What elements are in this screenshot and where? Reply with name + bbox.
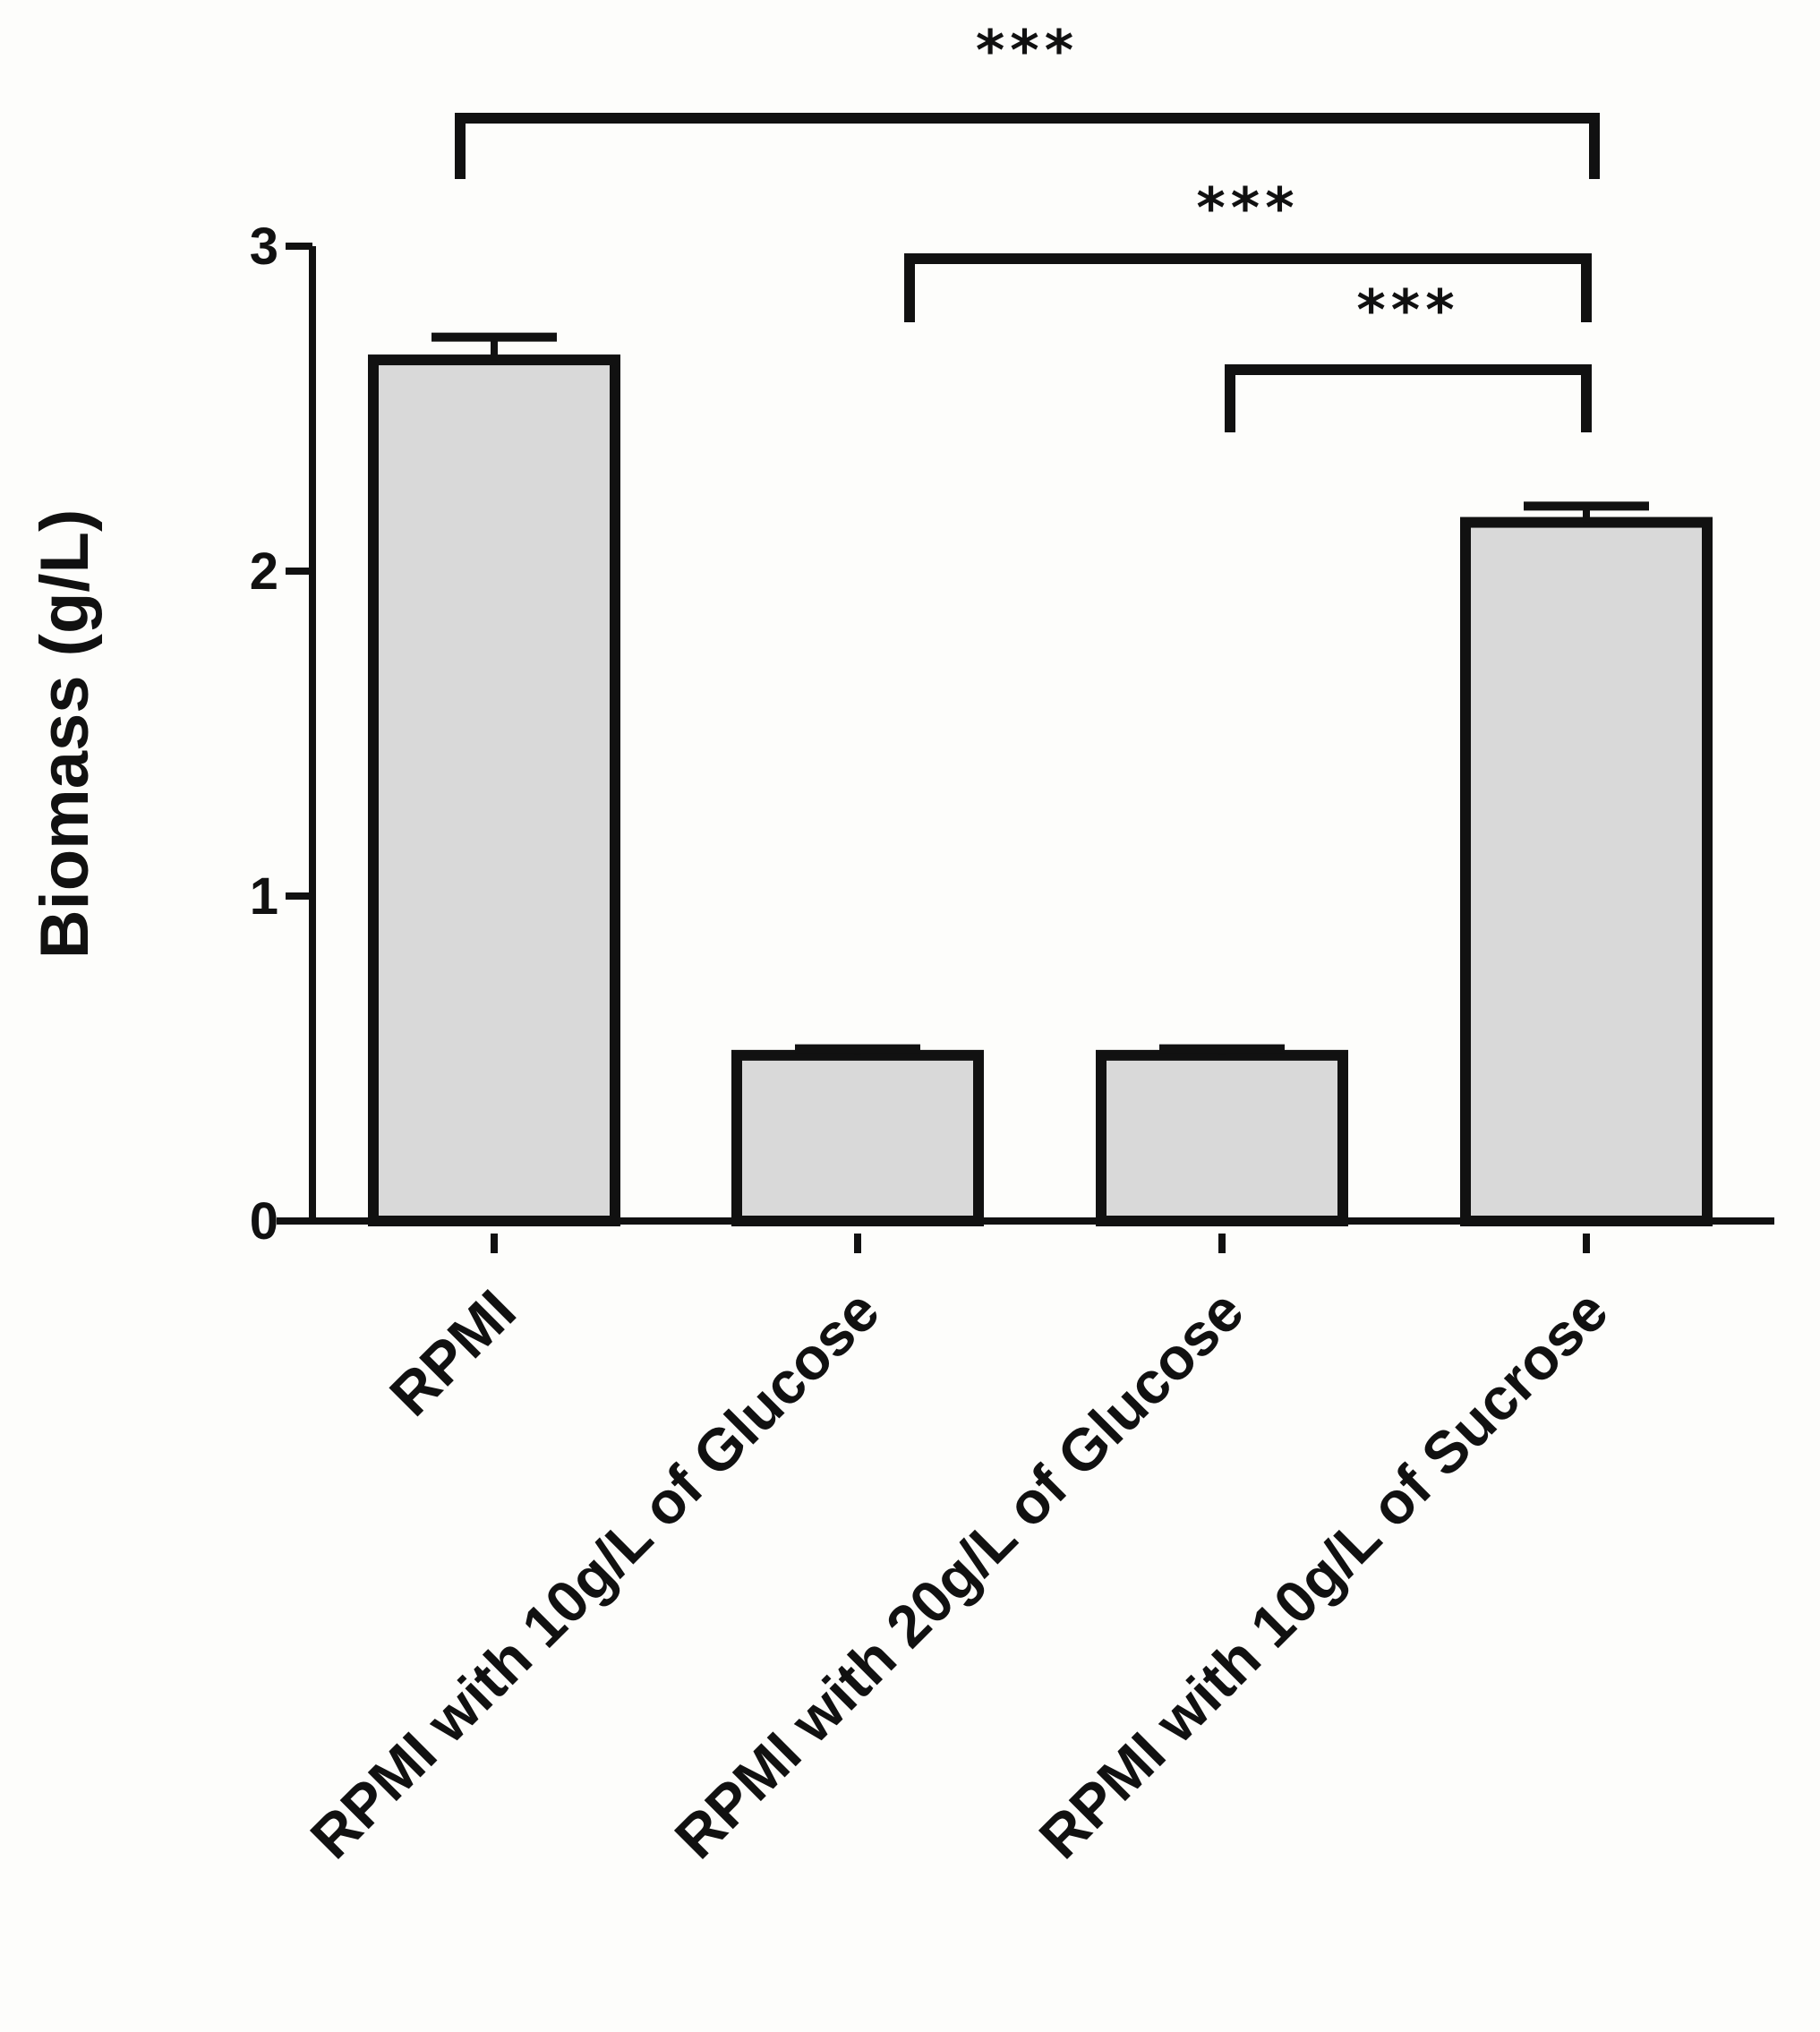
y-tick-label: 1 [250,867,278,926]
bars [368,332,1713,1226]
y-tick-label: 0 [250,1192,278,1251]
bar [368,354,620,1226]
significance-label: *** [1356,277,1459,343]
bar [731,1049,984,1226]
bar [1460,517,1713,1226]
bar [1096,1049,1348,1226]
x-category-label: RPMI with 10g/L of Glucose [297,1277,891,1871]
significance-bracket [904,253,1592,322]
significance-brackets: *** *** *** [455,18,1600,432]
x-category-label: RPMI with 10g/L of Sucrose [1026,1277,1619,1871]
x-category-label: RPMI with 20g/L of Glucose [662,1277,1255,1871]
x-category-label: RPMI [377,1277,528,1429]
significance-bracket [455,113,1600,179]
significance-bracket [1225,364,1592,432]
y-tick-label: 2 [250,542,278,601]
y-axis: 0 1 2 3 [250,218,316,1251]
significance-label: *** [976,18,1079,83]
y-tick-label: 3 [250,218,278,276]
y-axis-title: Biomass (g/L) [27,509,103,960]
significance-label: *** [1196,175,1299,241]
